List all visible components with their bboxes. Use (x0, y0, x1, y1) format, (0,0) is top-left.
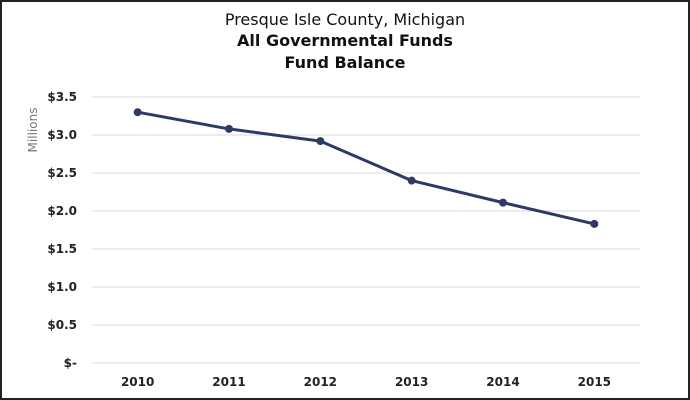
chart-subtitle-2: Fund Balance (284, 53, 406, 72)
y-tick-label: $0.5 (47, 318, 77, 332)
data-point-2015 (590, 219, 599, 228)
y-axis-ticks: $- $0.5 $1.0 $1.5 $2.0 $2.5 $3.0 $3.5 (47, 90, 77, 370)
y-tick-label: $2.5 (47, 166, 77, 180)
y-tick-label: $2.0 (47, 204, 77, 218)
data-point-2012 (316, 137, 325, 146)
y-tick-label: $3.5 (47, 90, 77, 104)
chart-subtitle-1: All Governmental Funds (237, 31, 453, 50)
chart-title: Presque Isle County, Michigan (224, 10, 466, 29)
x-axis-ticks: 2010 2011 2012 2013 2014 2015 (121, 375, 611, 389)
series-line (137, 110, 595, 226)
y-tick-label: $3.0 (47, 128, 77, 142)
y-tick-label: $- (64, 356, 77, 370)
x-tick-label: 2014 (486, 375, 519, 389)
y-tick-label: $1.5 (47, 242, 77, 256)
x-tick-label: 2011 (212, 375, 245, 389)
x-tick-label: 2013 (395, 375, 428, 389)
data-point-2014 (499, 198, 507, 207)
data-point-2011 (225, 124, 233, 133)
chart-titles: Presque Isle County, Michigan All Govern… (0, 10, 690, 74)
data-point-2013 (407, 176, 416, 185)
y-tick-label: $1.0 (47, 280, 77, 294)
x-tick-label: 2010 (121, 375, 154, 389)
series-fund-balance (133, 108, 599, 228)
y-axis-label: Millions (26, 108, 40, 153)
data-point-2010 (133, 108, 142, 117)
gridlines (92, 96, 640, 364)
x-tick-label: 2015 (578, 375, 611, 389)
x-tick-label: 2012 (304, 375, 337, 389)
